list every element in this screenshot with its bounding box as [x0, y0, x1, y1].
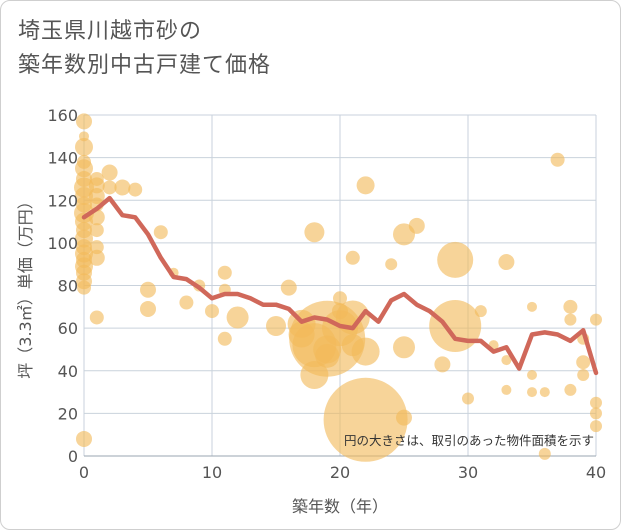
- data-point: [79, 131, 89, 142]
- data-point: [300, 361, 329, 390]
- data-point: [501, 384, 512, 395]
- chart-title-line-1: 埼玉県川越市砂の: [18, 19, 203, 44]
- data-point: [462, 392, 474, 405]
- data-point: [323, 377, 408, 462]
- x-tick-label: 0: [79, 463, 89, 482]
- data-point: [88, 249, 105, 266]
- y-axis-title: 坪（3.3㎡）単価（万円）: [16, 193, 35, 378]
- data-point: [89, 310, 104, 325]
- data-point: [538, 447, 551, 460]
- data-point: [76, 196, 92, 213]
- data-point: [140, 300, 156, 317]
- y-tick-label: 160: [47, 106, 78, 125]
- data-point: [77, 280, 91, 295]
- data-point: [434, 356, 451, 373]
- y-tick-label: 60: [58, 319, 78, 338]
- data-point: [153, 225, 168, 240]
- y-tick-label: 140: [47, 149, 78, 168]
- data-point: [304, 222, 325, 243]
- chart-title-line-2: 築年数別中古戸建て価格: [18, 53, 272, 78]
- data-point: [333, 291, 347, 306]
- chart-annotation: 円の大きさは、取引のあった物件面積を示す: [344, 433, 594, 448]
- y-tick-label: 0: [68, 447, 78, 466]
- chart-title: 埼玉県川越市砂の 築年数別中古戸建て価格: [18, 15, 271, 83]
- y-tick-label: 100: [47, 234, 78, 253]
- data-point: [437, 241, 474, 278]
- data-point: [89, 171, 104, 186]
- data-point: [577, 369, 590, 382]
- y-tick-label: 80: [58, 277, 78, 296]
- data-point: [498, 254, 515, 271]
- data-point: [385, 258, 398, 271]
- x-tick-label: 30: [458, 463, 478, 482]
- data-point: [590, 420, 602, 433]
- data-point: [89, 223, 104, 238]
- data-point: [527, 301, 537, 312]
- data-point: [332, 303, 348, 320]
- data-point: [501, 355, 512, 366]
- data-point: [76, 222, 92, 239]
- data-point: [564, 383, 577, 396]
- data-point: [288, 321, 315, 348]
- data-point: [356, 176, 375, 195]
- data-point: [539, 387, 550, 398]
- data-point: [76, 113, 92, 130]
- data-point: [576, 355, 591, 370]
- data-point: [179, 295, 194, 310]
- data-point: [101, 164, 118, 181]
- data-point: [75, 137, 93, 156]
- data-point: [590, 396, 602, 409]
- bubble-series: [74, 113, 602, 462]
- data-point: [564, 313, 577, 326]
- data-point: [590, 313, 602, 326]
- data-point: [315, 343, 340, 368]
- data-point: [76, 430, 92, 447]
- data-point: [345, 250, 360, 265]
- data-point: [527, 387, 537, 398]
- data-point: [393, 336, 415, 359]
- y-tick-label: 20: [58, 404, 78, 423]
- data-point: [76, 251, 92, 268]
- data-point: [280, 279, 297, 296]
- data-point: [217, 331, 232, 346]
- x-tick-label: 10: [202, 463, 222, 482]
- y-tick-label: 40: [58, 362, 78, 381]
- x-tick-label: 40: [586, 463, 606, 482]
- data-point: [550, 152, 565, 167]
- trend-line-series: [81, 195, 599, 376]
- data-point: [429, 299, 482, 352]
- data-point: [527, 370, 537, 381]
- y-axis-ticks: 0 20 40 60 80 100 120 140 160: [47, 106, 78, 466]
- x-axis-title: 築年数（年）: [292, 497, 388, 516]
- x-axis-ticks: 0 10 20 30 40: [79, 463, 606, 482]
- data-point: [590, 407, 602, 420]
- data-point: [114, 179, 131, 196]
- data-point: [563, 299, 578, 314]
- data-point: [140, 281, 156, 298]
- data-point: [76, 239, 92, 256]
- data-point: [102, 180, 117, 195]
- trend-line: [81, 195, 599, 376]
- data-point: [266, 315, 286, 336]
- x-tick-label: 20: [330, 463, 350, 482]
- data-point: [217, 265, 232, 280]
- data-point: [341, 334, 364, 357]
- data-point: [205, 304, 219, 319]
- data-point: [128, 182, 143, 197]
- y-tick-label: 120: [47, 191, 78, 210]
- data-point: [89, 240, 104, 255]
- data-point: [77, 154, 91, 169]
- data-point: [226, 306, 249, 329]
- data-point: [474, 305, 487, 318]
- data-point: [76, 170, 92, 187]
- data-point: [408, 217, 425, 234]
- data-point: [396, 409, 412, 426]
